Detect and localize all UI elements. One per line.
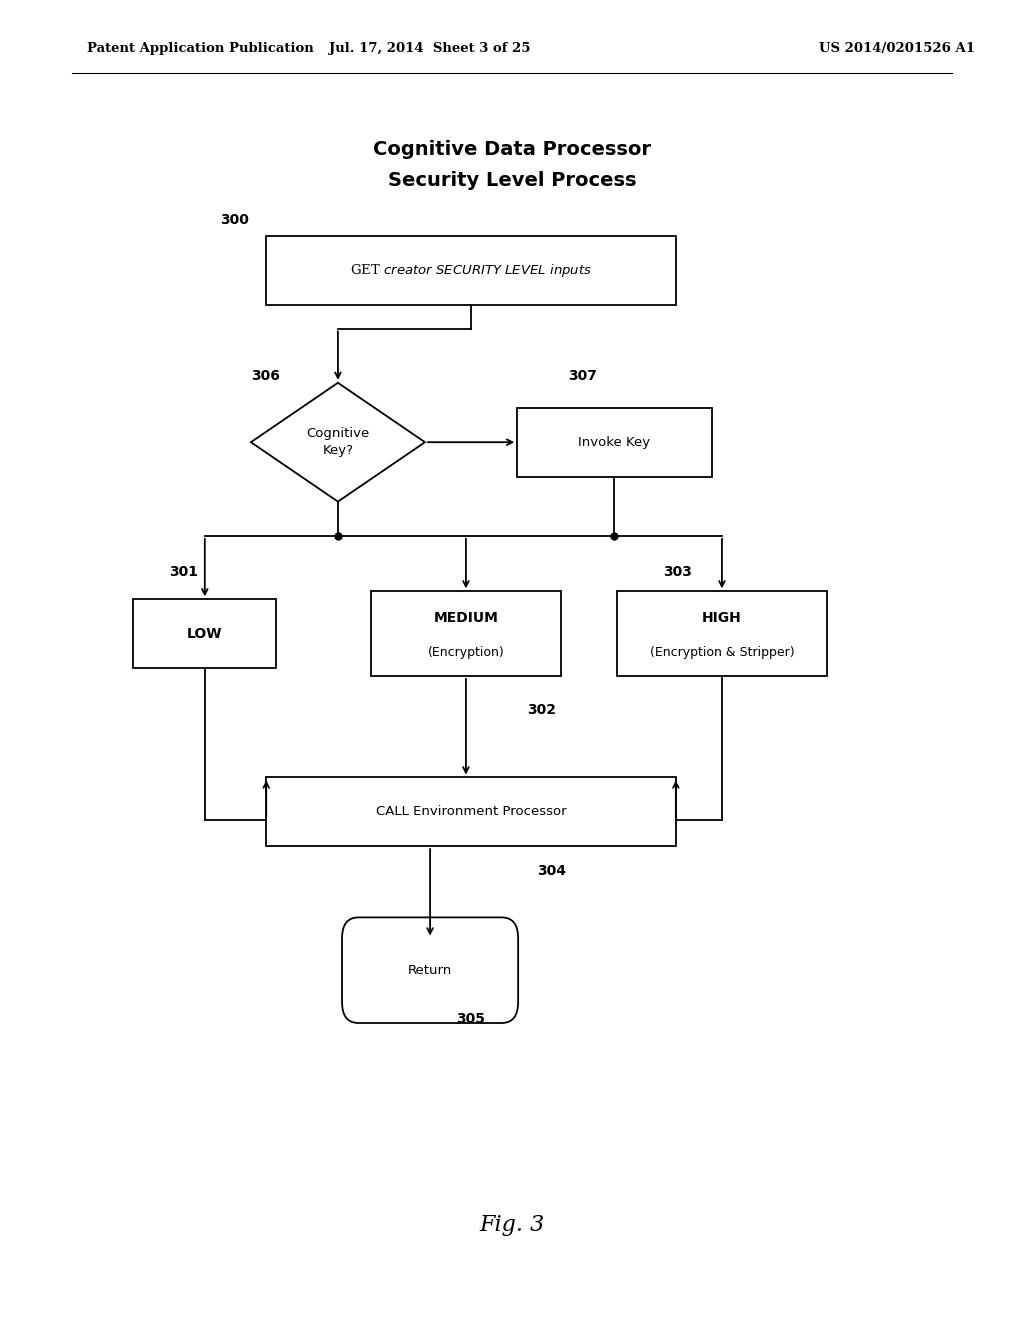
FancyBboxPatch shape: [372, 591, 561, 676]
Text: 304: 304: [538, 865, 566, 878]
Text: 306: 306: [251, 370, 280, 383]
Polygon shape: [251, 383, 425, 502]
FancyBboxPatch shape: [517, 408, 712, 477]
Text: HIGH: HIGH: [702, 611, 741, 624]
Text: Patent Application Publication: Patent Application Publication: [87, 42, 313, 55]
Text: 300: 300: [220, 214, 249, 227]
FancyBboxPatch shape: [616, 591, 826, 676]
Text: 303: 303: [664, 565, 692, 578]
Text: (Encryption & Stripper): (Encryption & Stripper): [649, 645, 795, 659]
Text: US 2014/0201526 A1: US 2014/0201526 A1: [819, 42, 975, 55]
Text: 305: 305: [456, 1012, 484, 1026]
Text: 302: 302: [527, 704, 556, 717]
Text: Cognitive
Key?: Cognitive Key?: [306, 428, 370, 457]
Text: 307: 307: [568, 370, 597, 383]
Text: Security Level Process: Security Level Process: [388, 172, 636, 190]
FancyBboxPatch shape: [266, 236, 676, 305]
FancyBboxPatch shape: [133, 599, 276, 668]
Text: Invoke Key: Invoke Key: [579, 436, 650, 449]
Text: CALL Environment Processor: CALL Environment Processor: [376, 805, 566, 818]
Text: (Encryption): (Encryption): [428, 645, 504, 659]
FancyBboxPatch shape: [342, 917, 518, 1023]
Text: MEDIUM: MEDIUM: [433, 611, 499, 624]
Text: Jul. 17, 2014  Sheet 3 of 25: Jul. 17, 2014 Sheet 3 of 25: [330, 42, 530, 55]
Text: Cognitive Data Processor: Cognitive Data Processor: [373, 140, 651, 158]
Text: GET $\it{creator}$ $\mathit{SECURITY\ LEVEL}$ $\it{inputs}$: GET $\it{creator}$ $\mathit{SECURITY\ LE…: [350, 263, 592, 279]
Text: Return: Return: [408, 964, 453, 977]
Text: LOW: LOW: [187, 627, 222, 640]
Text: 301: 301: [169, 565, 198, 578]
FancyBboxPatch shape: [266, 777, 676, 846]
Text: Fig. 3: Fig. 3: [479, 1214, 545, 1236]
